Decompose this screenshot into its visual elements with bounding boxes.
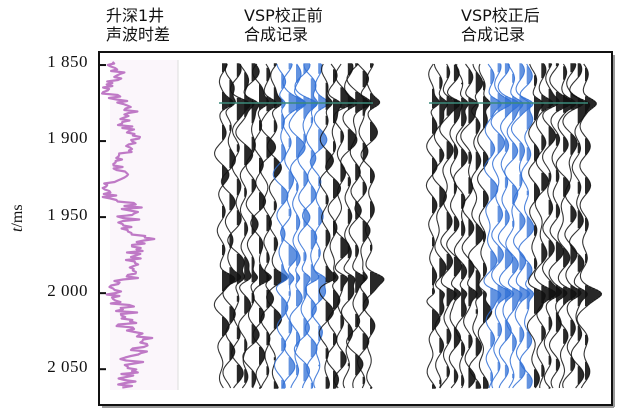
seismic-trace-fill [490, 69, 502, 382]
seismic-trace [250, 63, 272, 389]
title-after-line2: 合成记录 [461, 25, 526, 44]
seismic-trace [266, 63, 288, 389]
seismic-trace-fill [273, 63, 287, 389]
seismic-trace-fill [541, 63, 556, 377]
seismic-trace-fill [303, 63, 317, 382]
title-before: VSP校正前 合成记录 [244, 6, 323, 44]
title-after-line1: VSP校正后 [461, 6, 540, 25]
log-track [110, 60, 178, 390]
seismic-trace [548, 63, 572, 389]
title-log: 升深1井 声波时差 [106, 6, 170, 44]
title-after: VSP校正后 合成记录 [461, 6, 540, 44]
seismic-trace [541, 63, 563, 389]
seismic-trace-fill [548, 63, 562, 389]
title-log-line1: 升深1井 [106, 6, 165, 25]
seismic-trace [220, 63, 242, 389]
plot-frame [98, 51, 613, 406]
seismic-trace-fill [340, 87, 354, 368]
seismic-trace-fill [475, 72, 484, 389]
seismic-trace [346, 63, 372, 389]
seismic-trace-fill [577, 63, 590, 385]
y-tick-2000: 2 000 [47, 281, 88, 300]
seismic-trace [333, 63, 355, 389]
seismic-trace-fill [318, 63, 329, 367]
acoustic-log [101, 61, 156, 389]
title-before-line2: 合成记录 [244, 25, 309, 44]
y-tick-1850: 1 850 [47, 52, 88, 71]
seismic-trace-fill [222, 63, 235, 337]
seismic-trace-fill [229, 79, 241, 361]
seismic-trace-fill [497, 63, 512, 371]
title-log-line2: 声波时差 [106, 25, 171, 44]
seismic-trace-fill [585, 67, 602, 380]
seismic-trace-fill [563, 66, 577, 344]
seismic-trace-fill [570, 63, 584, 371]
seismic-trace-fill [461, 82, 469, 386]
acoustic-log-curve [101, 61, 156, 389]
y-tick-1900: 1 900 [47, 128, 88, 147]
seismic-trace [280, 63, 306, 389]
y-tick-1950: 1 950 [47, 205, 88, 224]
seismic-trace-fill [453, 64, 463, 383]
y-tick-2050: 2 050 [47, 357, 88, 376]
seismic-trace-fill [370, 63, 384, 389]
seismic-trace-fill [526, 66, 534, 389]
seismic-trace-fill [333, 69, 342, 389]
y-axis-ticks [99, 64, 106, 371]
title-before-line1: VSP校正前 [244, 6, 323, 25]
seismic-trace-fill [347, 63, 357, 367]
seismic-trace-fill [439, 76, 448, 385]
seismic-trace-fill [446, 66, 460, 377]
synthetic-panel-before [213, 62, 385, 390]
seismic-trace-fill [236, 63, 251, 383]
seismic-trace-fill [534, 75, 546, 388]
synthetic-panel-after [425, 62, 603, 390]
